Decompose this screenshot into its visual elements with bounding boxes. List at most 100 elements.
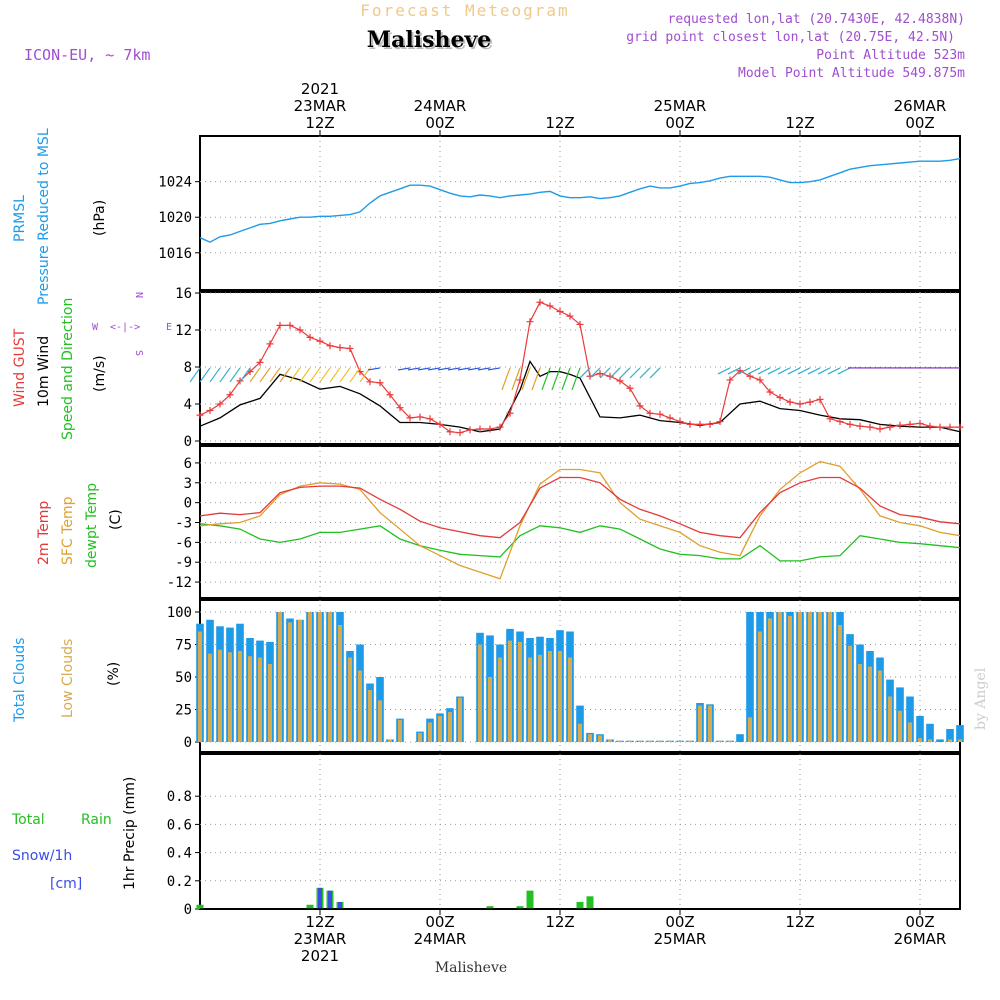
compass-w: W	[92, 322, 99, 333]
low-cloud-bar	[218, 649, 222, 742]
wind-gust-marker	[416, 413, 424, 421]
low-cloud-bar	[498, 657, 502, 742]
wind-gust-marker	[756, 376, 764, 384]
bottom-time-label: 25MAR	[654, 930, 707, 948]
wind-gust-marker	[806, 398, 814, 406]
wind-direction-arrow	[551, 367, 561, 391]
low-cloud-bar	[358, 670, 362, 742]
y-tick-label: -3	[175, 516, 192, 532]
wind-gust-marker	[846, 420, 854, 428]
wind-gust-marker	[746, 372, 754, 380]
top-time-label: 12Z	[305, 114, 334, 132]
snow-bar	[318, 887, 322, 909]
wind-direction-arrow	[541, 367, 551, 391]
wind-gust-marker	[406, 414, 414, 422]
wind-direction-arrow	[757, 367, 771, 375]
bottom-time-label: 26MAR	[894, 930, 947, 948]
low-clouds-label: Low Clouds	[60, 639, 76, 718]
low-cloud-bar	[298, 619, 302, 742]
wind-gust-marker	[796, 400, 804, 408]
low-cloud-bar	[748, 717, 752, 742]
low-cloud-bar	[328, 612, 332, 742]
wind-direction-arrow	[737, 367, 751, 375]
wind-gust-marker	[216, 400, 224, 408]
low-cloud-bar	[728, 740, 732, 742]
rain-bar	[576, 901, 584, 909]
bottom-time-label: 00Z	[905, 913, 934, 931]
wind-gust-marker	[696, 420, 704, 428]
y-tick-label: 12	[175, 323, 192, 339]
wind-direction-arrow	[199, 367, 211, 383]
low-cloud-bar	[908, 722, 912, 742]
bottom-time-label: 12Z	[545, 913, 574, 931]
wind-gust-marker	[386, 391, 394, 399]
total-cloud-bar	[956, 725, 964, 742]
requested-coords: requested lon,lat (20.7430E, 42.4838N)	[668, 12, 965, 27]
y-tick-label: 16	[175, 286, 192, 302]
wind-gust-marker	[206, 406, 214, 414]
low-cloud-bar	[828, 612, 832, 742]
wind-gust-marker	[656, 410, 664, 418]
low-cloud-bar	[688, 740, 692, 742]
total-cloud-bar	[916, 716, 924, 742]
low-cloud-bar	[608, 739, 612, 742]
wind-gust-marker	[296, 326, 304, 334]
wind-gust-marker	[906, 420, 914, 428]
wind-direction-arrow	[349, 367, 361, 383]
wind-direction-arrow	[599, 367, 611, 379]
wind-gust-marker	[326, 342, 334, 350]
wind-gust-marker	[336, 344, 344, 352]
wind-gust-marker	[926, 422, 934, 430]
y-tick-label: 0.6	[167, 817, 192, 833]
model-point-altitude: Model Point Altitude 549.875m	[738, 66, 965, 81]
bottom-time-label: 00Z	[425, 913, 454, 931]
wind-gust-marker	[706, 420, 714, 428]
wind-direction-arrow	[457, 367, 471, 371]
wind-gust-marker	[766, 388, 774, 396]
wind-gust-marker	[636, 402, 644, 410]
y-tick-label: 1024	[158, 175, 192, 191]
wind-gust-marker	[256, 358, 264, 366]
t2m-label: 2m Temp	[36, 501, 52, 565]
wind-gust-marker	[666, 414, 674, 422]
low-cloud-bar	[378, 700, 382, 742]
wind-gust-marker	[226, 391, 234, 399]
wind-direction-arrow	[501, 367, 511, 391]
footer-location: Malisheve	[435, 960, 507, 976]
point-altitude: Point Altitude 523m	[816, 48, 965, 63]
y-tick-label: 0	[184, 496, 192, 512]
y-tick-label: 0.2	[167, 874, 192, 890]
bottom-time-label: 12Z	[785, 913, 814, 931]
wind-direction-arrow	[189, 367, 201, 383]
wind-gust-marker	[446, 428, 454, 436]
wind-direction-arrow	[269, 367, 281, 383]
wind-direction-arrow	[407, 367, 421, 371]
wind-gust-marker	[346, 345, 354, 352]
rain-bar	[516, 906, 524, 909]
wind-direction-arrow	[249, 367, 261, 383]
wind-gust-marker	[916, 419, 924, 427]
wind-direction-arrow	[619, 367, 631, 379]
sfc-temp-line	[199, 460, 961, 580]
total-cloud-bar	[936, 739, 944, 742]
rain-bar	[486, 906, 494, 909]
wind-direction-arrow	[561, 367, 571, 391]
low-cloud-bar	[808, 612, 812, 742]
wind-gust-marker	[876, 425, 884, 433]
low-cloud-bar	[848, 645, 852, 742]
wind-gust-marker	[306, 333, 314, 341]
location-title: Malisheve	[367, 27, 491, 53]
top-time-label: 24MAR	[414, 97, 467, 115]
low-cloud-bar	[318, 612, 322, 742]
wind-direction-arrow	[417, 367, 431, 371]
wind-gust-marker	[616, 377, 624, 385]
wind-direction-arrow	[367, 367, 381, 371]
snow-bar	[328, 890, 332, 909]
low-cloud-bar	[238, 651, 242, 742]
compass-s: S	[133, 350, 144, 356]
wind-direction-arrow	[487, 367, 501, 371]
wind-gust-marker	[726, 376, 734, 384]
wind-direction-arrow	[837, 367, 851, 375]
wind-gust-marker	[536, 298, 544, 306]
